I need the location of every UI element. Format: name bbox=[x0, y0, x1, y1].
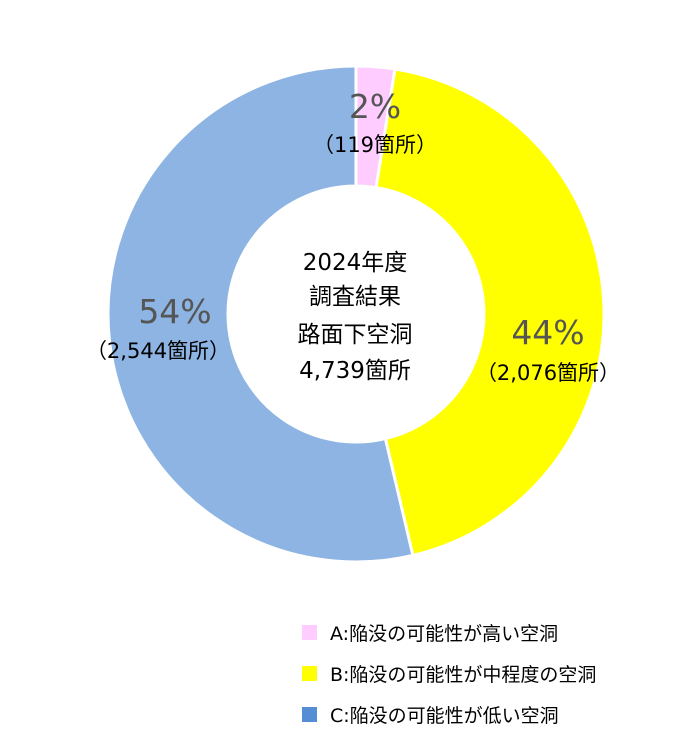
slice-c-count-label: （2,544箇所） bbox=[86, 339, 230, 363]
slice-b bbox=[374, 67, 606, 558]
slice-a-count-label: （119箇所） bbox=[313, 133, 437, 157]
slice-c-percent-label: 54% bbox=[138, 292, 211, 331]
slice-a-percent-label: 2% bbox=[349, 87, 401, 126]
legend-item-b: B:陥没の可能性が中程度の空洞 bbox=[330, 664, 596, 686]
slice-c bbox=[106, 64, 415, 564]
legend-swatch-b bbox=[302, 666, 317, 681]
donut-slices bbox=[106, 64, 606, 564]
center-text-line-4: 4,739箇所 bbox=[299, 358, 411, 384]
legend-item-c: C:陥没の可能性が低い空洞 bbox=[330, 705, 559, 727]
legend-item-a: A:陥没の可能性が高い空洞 bbox=[330, 623, 558, 645]
center-text-line-2: 調査結果 bbox=[309, 284, 401, 310]
legend: A:陥没の可能性が高い空洞 B:陥没の可能性が中程度の空洞 C:陥没の可能性が低… bbox=[302, 623, 596, 727]
slice-b-count-label: （2,076箇所） bbox=[476, 361, 620, 385]
center-text-line-1: 2024年度 bbox=[303, 250, 408, 276]
legend-swatch-a bbox=[302, 625, 317, 640]
legend-swatch-c bbox=[302, 707, 317, 722]
slice-b-percent-label: 44% bbox=[511, 313, 584, 352]
center-text-line-3: 路面下空洞 bbox=[298, 322, 413, 348]
